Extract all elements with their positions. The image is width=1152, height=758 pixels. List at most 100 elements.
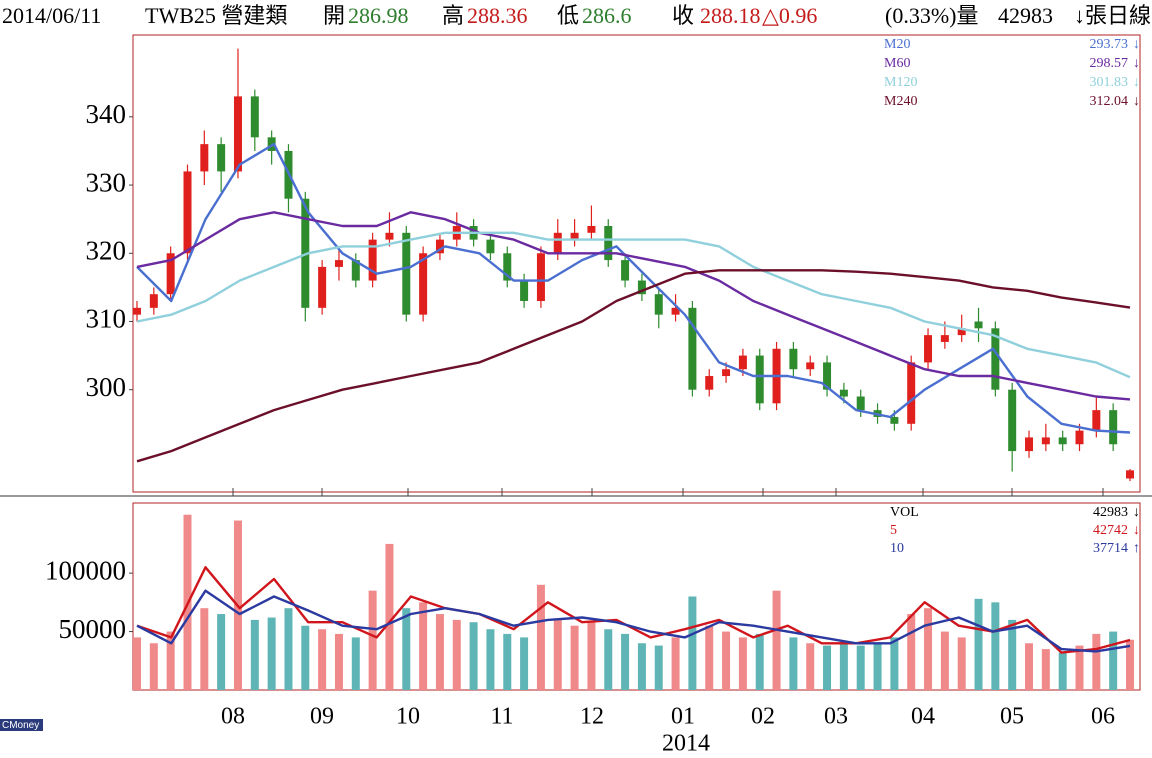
candle-body [183,171,192,254]
candle-body [738,355,747,370]
candle-body [166,253,175,295]
legend-trend: ↓ [1133,56,1140,71]
candle-body [1075,430,1084,445]
open-label: 開 [323,3,345,28]
volume-bar [536,584,545,690]
code: TWB25 營建類 [145,3,287,28]
volume-frame [132,502,1141,691]
volume-bar [452,619,461,690]
ma-line [136,231,1131,379]
volume-bar [1126,639,1134,690]
volume-bar [789,637,798,690]
ma-line [136,589,1131,653]
legend-value: 298.57 [1090,56,1129,71]
y-tick-label: 320 [86,235,127,265]
volume-bar [503,633,512,690]
candle-body [823,362,832,390]
candle-body [385,232,394,240]
y-tick-label: 330 [86,167,127,197]
volume-bar [200,608,209,690]
volume-bar [957,637,966,690]
volume-bar [772,590,781,690]
candle-body [318,266,327,308]
legend-value: 37714 [1093,541,1128,556]
open: 286.98 [348,3,409,28]
volume-bar [250,619,259,690]
candle-body [200,144,209,172]
volume-bar [267,617,276,690]
candle-body [806,362,815,370]
volume-bar [722,631,731,690]
ma-line [136,211,1131,401]
candle-body [368,239,377,281]
volume-bar [806,643,815,690]
close: 288.18 [700,3,761,28]
candle-body [351,260,360,281]
volume-bar [419,602,428,690]
candle-body [1025,437,1034,452]
volume-bar [856,645,865,690]
y-tick-label: 300 [86,372,127,402]
volume-bar [755,633,764,690]
candle-body [974,321,983,329]
low-label: 低 [557,3,579,28]
y-tick-label: 100000 [45,555,126,585]
x-tick-label: 10 [396,704,420,730]
legend-name: 5 [890,523,897,538]
volume-bar [637,643,646,690]
volume-bar [435,614,444,690]
candle-body [839,389,848,397]
volume-bar [621,633,630,690]
legend-trend: ↓ [1133,37,1140,52]
candle-body [553,232,562,254]
candle-body [1109,410,1118,445]
volume-bar [587,622,596,690]
volume-bar [402,608,411,690]
volume-bar [873,643,882,690]
candle-body [250,96,259,138]
candle-body [503,253,512,281]
volume-bar [705,625,714,690]
legend-trend: ↑ [1133,541,1140,556]
candle-body [755,355,764,404]
candle-body [1126,470,1134,479]
candle-body [940,335,949,342]
candle-body [856,396,865,411]
x-tick-label: 12 [580,704,604,730]
candle-body [705,376,714,390]
volume-bar [368,590,377,690]
change: △0.96 [762,3,817,28]
candle-body [924,335,933,363]
high: 288.36 [467,3,528,28]
candle-body [149,294,158,308]
x-tick-label: 08 [221,704,245,730]
volume-bar [654,645,663,690]
low: 286.6 [582,3,632,28]
volume-bar [839,640,848,690]
volume: 42983 [998,3,1053,28]
volume-bar [671,637,680,690]
volume-bar [166,631,175,690]
candle-body [722,369,731,377]
candle-body [654,294,663,315]
volume-bar [351,637,360,690]
volume-bar [940,631,949,690]
candle-body [1092,410,1101,431]
candle-body [604,225,613,261]
y-tick-label: 340 [86,99,127,129]
x-tick-label: 02 [751,704,775,730]
volume-bar [890,637,899,690]
volume-bar [974,598,983,690]
candle-body [1058,437,1067,445]
legend-name: 10 [890,541,904,556]
candle-body [233,96,242,172]
volume-bar [1025,643,1034,690]
volume-bar [520,637,529,690]
watermark-box [0,719,43,731]
candle-body [334,260,343,267]
ma-line [136,142,1131,434]
volume-bar [469,622,478,690]
candle-body [133,307,141,315]
volume-bar [486,629,495,690]
